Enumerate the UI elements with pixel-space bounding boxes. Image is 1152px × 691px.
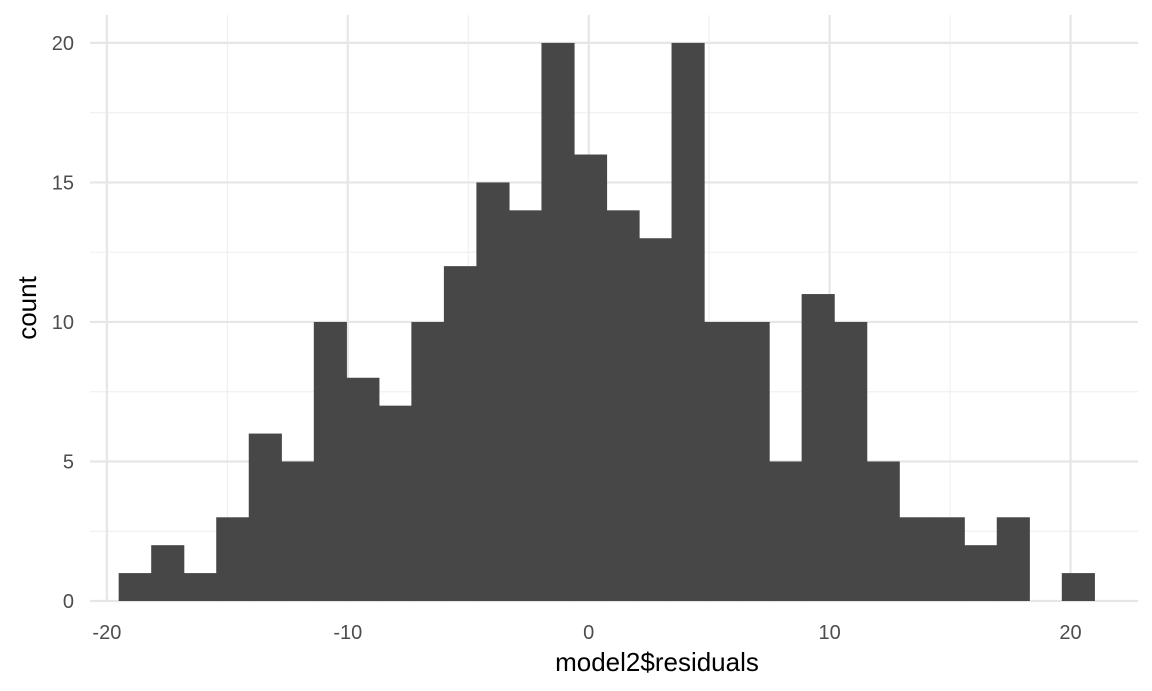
y-axis-title: count (12, 275, 42, 339)
x-tick-label: -20 (92, 622, 121, 644)
histogram-bar (541, 42, 575, 601)
y-tick-label: 5 (63, 451, 74, 473)
y-tick-label: 0 (63, 591, 74, 613)
histogram-bar (573, 154, 608, 601)
histogram-bar (216, 517, 250, 601)
histogram-bar (899, 517, 933, 601)
histogram-bar (313, 321, 347, 601)
histogram-bar (996, 517, 1030, 601)
histogram-bar (671, 42, 705, 601)
y-axis-ticks: 0 5 10 15 20 (52, 33, 74, 613)
histogram-bar (378, 405, 412, 601)
y-tick-label: 15 (52, 172, 74, 194)
histogram-bar (931, 517, 965, 601)
histogram-bar (834, 321, 868, 601)
histogram-bar (346, 377, 380, 601)
histogram-bar (411, 321, 445, 601)
histogram-bar (801, 294, 835, 601)
y-tick-label: 10 (52, 312, 74, 334)
x-axis-title: model2$residuals (555, 647, 759, 677)
histogram-bars (118, 42, 1095, 602)
x-tick-label: 20 (1059, 622, 1081, 644)
histogram-bar (704, 321, 738, 601)
histogram-bar (639, 238, 673, 601)
x-tick-label: -10 (333, 622, 362, 644)
histogram-bar (476, 182, 510, 601)
histogram-bar (769, 461, 803, 601)
histogram-bar (866, 461, 900, 601)
histogram-bar (736, 321, 770, 601)
histogram-bar (606, 210, 640, 602)
histogram-bar (964, 545, 998, 601)
histogram-bar (118, 573, 152, 601)
y-tick-label: 20 (52, 33, 74, 55)
histogram-bar (1061, 573, 1095, 601)
x-tick-label: 10 (818, 622, 840, 644)
x-axis-ticks: -20 -10 0 10 20 (92, 622, 1081, 644)
histogram-bar (281, 461, 315, 601)
histogram-bar (443, 266, 478, 601)
histogram-bar (248, 433, 282, 601)
histogram-bar (508, 210, 543, 602)
histogram-bar (151, 545, 185, 601)
histogram-bar (183, 573, 217, 601)
x-tick-label: 0 (583, 622, 594, 644)
